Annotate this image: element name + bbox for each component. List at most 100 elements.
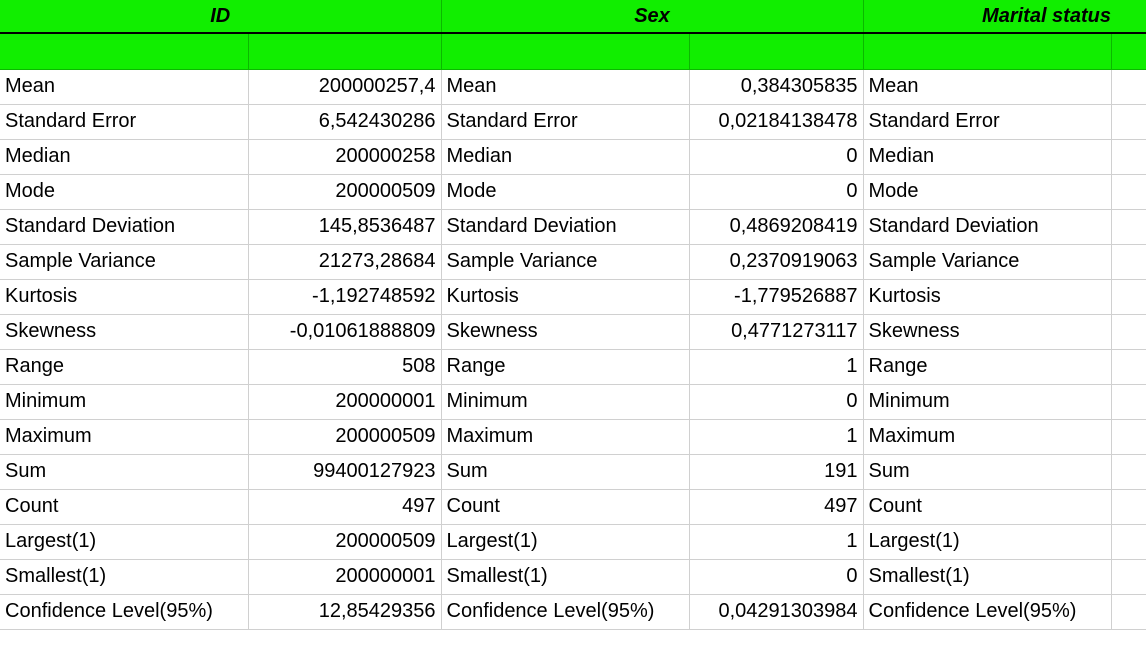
column-header-marital-status[interactable]: Marital status	[863, 0, 1146, 34]
statistic-value-cell[interactable]: 508	[248, 349, 442, 385]
statistic-value-cell[interactable]: 200000258	[248, 139, 442, 175]
statistic-value-cell[interactable]	[1111, 489, 1146, 525]
statistic-value-cell[interactable]: 0	[689, 559, 864, 595]
statistic-value-cell[interactable]: 200000509	[248, 524, 442, 560]
statistic-value-cell[interactable]: 0	[1111, 69, 1146, 105]
statistic-label-cell[interactable]: Mode	[863, 174, 1112, 210]
statistic-value-cell[interactable]: 191	[689, 454, 864, 490]
statistic-label-cell[interactable]: Largest(1)	[863, 524, 1112, 560]
statistic-label-cell[interactable]: Standard Error	[441, 104, 690, 140]
statistic-value-cell[interactable]: 99400127923	[248, 454, 442, 490]
statistic-label-cell[interactable]: Confidence Level(95%)	[441, 594, 690, 630]
statistic-label-cell[interactable]: Smallest(1)	[441, 559, 690, 595]
statistic-value-cell[interactable]: 0,(	[1111, 104, 1146, 140]
statistic-value-cell[interactable]: 0,(	[1111, 594, 1146, 630]
statistic-label-cell[interactable]: Skewness	[441, 314, 690, 350]
cell[interactable]	[0, 33, 249, 70]
statistic-value-cell[interactable]: 0	[689, 139, 864, 175]
statistic-label-cell[interactable]: Smallest(1)	[0, 559, 249, 595]
statistic-label-cell[interactable]: Sum	[863, 454, 1112, 490]
statistic-label-cell[interactable]: Range	[863, 349, 1112, 385]
statistic-value-cell[interactable]: 200000509	[248, 419, 442, 455]
statistic-label-cell[interactable]: Standard Error	[0, 104, 249, 140]
statistic-label-cell[interactable]: Standard Deviation	[441, 209, 690, 245]
statistic-value-cell[interactable]	[1111, 524, 1146, 560]
statistic-label-cell[interactable]: Range	[0, 349, 249, 385]
statistic-value-cell[interactable]: 1	[689, 524, 864, 560]
cell[interactable]	[1111, 33, 1146, 70]
statistic-label-cell[interactable]: Minimum	[0, 384, 249, 420]
statistic-value-cell[interactable]: 0,384305835	[689, 69, 864, 105]
statistic-value-cell[interactable]: 0,02184138478	[689, 104, 864, 140]
statistic-label-cell[interactable]: Sum	[0, 454, 249, 490]
statistic-value-cell[interactable]: 0,2370919063	[689, 244, 864, 280]
statistic-value-cell[interactable]: 6,542430286	[248, 104, 442, 140]
statistic-value-cell[interactable]	[1111, 454, 1146, 490]
statistic-label-cell[interactable]: Kurtosis	[863, 279, 1112, 315]
statistic-value-cell[interactable]: 200000257,4	[248, 69, 442, 105]
statistic-label-cell[interactable]: Sample Variance	[0, 244, 249, 280]
statistic-value-cell[interactable]	[1111, 174, 1146, 210]
statistic-label-cell[interactable]: Mean	[863, 69, 1112, 105]
statistic-label-cell[interactable]: Count	[863, 489, 1112, 525]
statistic-label-cell[interactable]: Maximum	[863, 419, 1112, 455]
statistic-label-cell[interactable]: Range	[441, 349, 690, 385]
statistic-value-cell[interactable]: 0	[1111, 209, 1146, 245]
column-header-sex[interactable]: Sex	[441, 0, 864, 34]
statistic-value-cell[interactable]: 0	[1111, 244, 1146, 280]
statistic-label-cell[interactable]: Count	[0, 489, 249, 525]
statistic-label-cell[interactable]: Sample Variance	[441, 244, 690, 280]
statistic-label-cell[interactable]: Skewness	[863, 314, 1112, 350]
statistic-value-cell[interactable]: 200000001	[248, 559, 442, 595]
statistic-label-cell[interactable]: Mode	[441, 174, 690, 210]
statistic-label-cell[interactable]: Median	[0, 139, 249, 175]
statistic-value-cell[interactable]: 1	[689, 349, 864, 385]
statistic-value-cell[interactable]	[1111, 559, 1146, 595]
statistic-value-cell[interactable]: -	[1111, 279, 1146, 315]
statistic-value-cell[interactable]: 12,85429356	[248, 594, 442, 630]
statistic-label-cell[interactable]: Mean	[441, 69, 690, 105]
statistic-value-cell[interactable]: 200000509	[248, 174, 442, 210]
statistic-label-cell[interactable]: Standard Deviation	[863, 209, 1112, 245]
column-header-id[interactable]: ID	[0, 0, 442, 34]
statistic-value-cell[interactable]: 497	[248, 489, 442, 525]
statistic-value-cell[interactable]: -1,192748592	[248, 279, 442, 315]
statistic-label-cell[interactable]: Minimum	[863, 384, 1112, 420]
statistic-value-cell[interactable]: 0,4771273117	[689, 314, 864, 350]
statistic-label-cell[interactable]: Sum	[441, 454, 690, 490]
statistic-label-cell[interactable]: Largest(1)	[441, 524, 690, 560]
statistic-label-cell[interactable]: Standard Deviation	[0, 209, 249, 245]
statistic-value-cell[interactable]: 0	[689, 384, 864, 420]
statistic-label-cell[interactable]: Kurtosis	[441, 279, 690, 315]
statistic-value-cell[interactable]: 1	[689, 419, 864, 455]
statistic-label-cell[interactable]: Mode	[0, 174, 249, 210]
statistic-label-cell[interactable]: Kurtosis	[0, 279, 249, 315]
statistic-label-cell[interactable]: Minimum	[441, 384, 690, 420]
statistic-value-cell[interactable]	[1111, 384, 1146, 420]
statistic-value-cell[interactable]: -1,779526887	[689, 279, 864, 315]
statistic-label-cell[interactable]: Sample Variance	[863, 244, 1112, 280]
statistic-value-cell[interactable]	[1111, 419, 1146, 455]
cell[interactable]	[441, 33, 690, 70]
statistic-label-cell[interactable]: Standard Error	[863, 104, 1112, 140]
statistic-label-cell[interactable]: Median	[441, 139, 690, 175]
statistic-label-cell[interactable]: Largest(1)	[0, 524, 249, 560]
statistic-value-cell[interactable]	[1111, 349, 1146, 385]
statistic-label-cell[interactable]: Maximum	[0, 419, 249, 455]
statistic-label-cell[interactable]: Confidence Level(95%)	[0, 594, 249, 630]
cell[interactable]	[248, 33, 442, 70]
statistic-label-cell[interactable]: Median	[863, 139, 1112, 175]
statistic-label-cell[interactable]: Maximum	[441, 419, 690, 455]
cell[interactable]	[863, 33, 1112, 70]
statistic-label-cell[interactable]: Confidence Level(95%)	[863, 594, 1112, 630]
statistic-value-cell[interactable]: 0,04291303984	[689, 594, 864, 630]
statistic-value-cell[interactable]: -0,01061888809	[248, 314, 442, 350]
statistic-label-cell[interactable]: Mean	[0, 69, 249, 105]
statistic-value-cell[interactable]: 0	[1111, 314, 1146, 350]
statistic-value-cell[interactable]: 0,4869208419	[689, 209, 864, 245]
statistic-value-cell[interactable]: 200000001	[248, 384, 442, 420]
statistic-value-cell[interactable]: 497	[689, 489, 864, 525]
cell[interactable]	[689, 33, 864, 70]
statistic-label-cell[interactable]: Count	[441, 489, 690, 525]
statistic-value-cell[interactable]: 21273,28684	[248, 244, 442, 280]
